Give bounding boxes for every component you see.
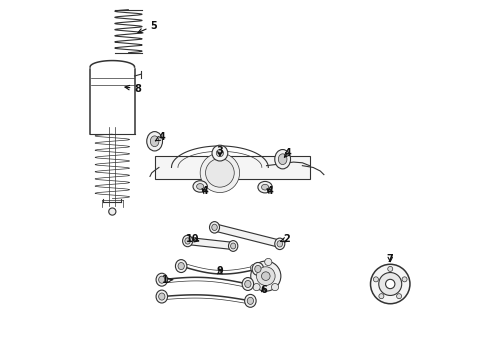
Text: 1: 1 [162, 275, 173, 285]
Ellipse shape [159, 276, 165, 283]
Circle shape [265, 258, 272, 266]
Circle shape [205, 158, 234, 187]
Text: 10: 10 [186, 234, 199, 244]
Circle shape [379, 294, 384, 299]
Circle shape [373, 277, 378, 282]
Circle shape [379, 273, 402, 296]
Circle shape [253, 284, 260, 291]
Circle shape [212, 145, 228, 161]
Text: 7: 7 [387, 254, 393, 264]
Ellipse shape [262, 184, 269, 190]
Polygon shape [155, 156, 310, 179]
Text: 4: 4 [155, 132, 165, 142]
Ellipse shape [183, 235, 193, 247]
Ellipse shape [275, 238, 285, 249]
Text: 4: 4 [201, 186, 208, 197]
Ellipse shape [245, 280, 251, 288]
Ellipse shape [212, 224, 217, 230]
Ellipse shape [255, 265, 261, 273]
Ellipse shape [245, 294, 256, 307]
Circle shape [370, 264, 410, 304]
Ellipse shape [175, 260, 187, 273]
Circle shape [402, 277, 407, 282]
Polygon shape [214, 224, 281, 247]
Text: 4: 4 [284, 148, 292, 158]
Ellipse shape [196, 184, 204, 189]
Circle shape [256, 267, 275, 285]
Ellipse shape [278, 154, 287, 165]
Text: 4: 4 [267, 186, 273, 197]
Ellipse shape [247, 297, 253, 305]
Ellipse shape [277, 241, 283, 247]
Circle shape [386, 279, 395, 289]
Text: 2: 2 [281, 234, 291, 244]
Circle shape [388, 266, 393, 271]
Ellipse shape [185, 238, 191, 244]
Circle shape [216, 149, 223, 157]
Circle shape [271, 284, 279, 291]
Circle shape [251, 261, 281, 291]
Ellipse shape [228, 240, 238, 251]
Ellipse shape [156, 273, 168, 286]
Ellipse shape [150, 136, 159, 147]
Ellipse shape [147, 132, 163, 151]
Circle shape [396, 294, 402, 299]
Ellipse shape [156, 290, 168, 303]
Ellipse shape [242, 278, 254, 291]
Ellipse shape [210, 222, 220, 233]
Text: 8: 8 [125, 84, 141, 94]
Circle shape [200, 153, 240, 193]
Ellipse shape [193, 181, 207, 192]
Circle shape [109, 208, 116, 215]
Ellipse shape [252, 262, 264, 275]
Circle shape [262, 272, 270, 280]
Ellipse shape [258, 181, 272, 193]
Ellipse shape [275, 149, 291, 169]
Text: 6: 6 [260, 285, 267, 295]
Polygon shape [187, 237, 234, 249]
Ellipse shape [159, 293, 165, 300]
Text: 3: 3 [217, 146, 223, 156]
Ellipse shape [231, 243, 236, 249]
Ellipse shape [178, 262, 184, 270]
Circle shape [250, 264, 258, 271]
Text: 9: 9 [217, 266, 223, 276]
Text: 5: 5 [138, 21, 157, 33]
